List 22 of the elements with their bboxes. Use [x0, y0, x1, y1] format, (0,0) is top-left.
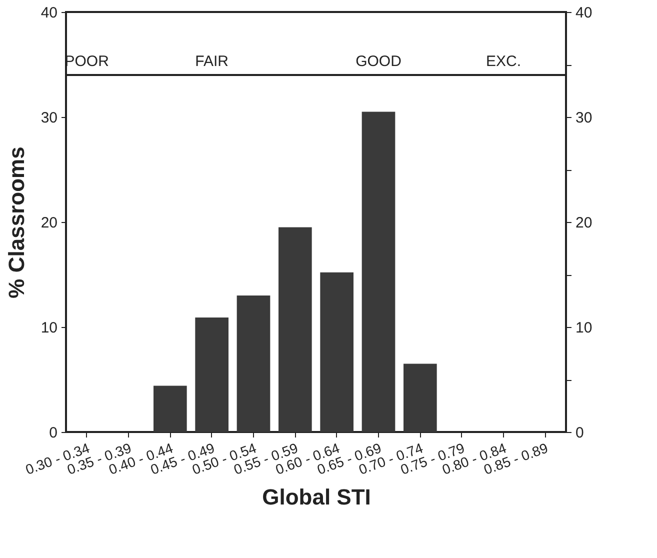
y-tick-label: 0	[49, 424, 58, 442]
annotation: EXC.	[486, 53, 522, 70]
bar	[195, 318, 228, 432]
annotation: GOOD	[356, 53, 402, 70]
bar	[278, 227, 312, 432]
y2-tick-label: 40	[576, 4, 592, 22]
y2-tick-label: 0	[576, 424, 584, 442]
y2-tick-label: 20	[576, 214, 592, 232]
bar	[320, 272, 354, 432]
bar	[154, 386, 187, 432]
y-tick-label: 30	[40, 110, 58, 126]
y-tick-label: 10	[40, 320, 58, 336]
y2-tick-label: 30	[576, 110, 592, 126]
y2-tick-label: 10	[576, 320, 592, 336]
bar	[362, 112, 396, 432]
bar	[236, 296, 270, 432]
y-axis-title: % Classrooms	[4, 146, 29, 298]
y-tick-label: 20	[40, 214, 58, 232]
annotation: FAIR	[195, 53, 229, 70]
bar	[404, 364, 437, 432]
x-axis-title: Global STI	[262, 484, 371, 510]
y-tick-label: 40	[40, 4, 58, 22]
